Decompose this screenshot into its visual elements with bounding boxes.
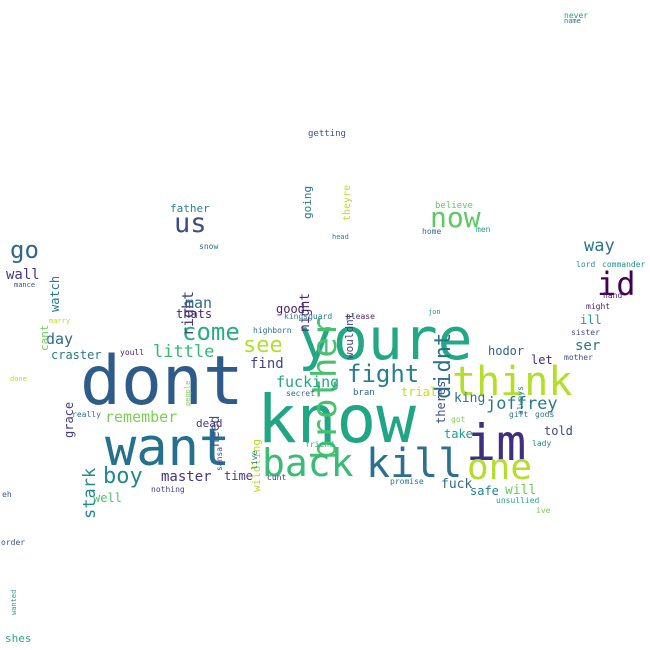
cloud-word-100: wanted [10, 589, 18, 615]
cloud-word-90: sister [571, 328, 600, 337]
cloud-word-64: head [332, 233, 349, 241]
cloud-word-86: lord [576, 260, 596, 269]
cloud-word-88: hand [603, 291, 623, 300]
cloud-word-2: youre [298, 305, 473, 373]
cloud-word-101: shes [5, 632, 32, 645]
cloud-word-78: nothing [151, 485, 185, 494]
cloud-word-52: thats [176, 307, 213, 321]
cloud-word-51: good [276, 302, 305, 316]
cloud-word-46: theres [434, 380, 448, 424]
cloud-word-9: one [467, 447, 533, 488]
cloud-word-15: fight [347, 360, 420, 388]
cloud-word-94: mance [14, 281, 36, 289]
cloud-word-33: watch [48, 275, 62, 312]
cloud-word-35: trial [401, 385, 438, 399]
cloud-word-70: youll [120, 348, 145, 357]
cloud-word-19: joffrey [486, 394, 558, 414]
cloud-word-65: kingsguard [284, 312, 333, 321]
cloud-word-10: id [597, 265, 636, 303]
cloud-word-28: day [46, 330, 74, 348]
cloud-word-27: man [185, 294, 213, 312]
cloud-word-13: now [430, 201, 481, 234]
cloud-word-30: fucking [276, 373, 340, 391]
cloud-word-77: promise [390, 477, 424, 486]
cloud-word-1: dont [80, 342, 244, 421]
cloud-word-42: take [444, 427, 473, 441]
cloud-word-23: way [584, 236, 615, 256]
cloud-word-60: believe [435, 201, 473, 211]
cloud-word-95: done [10, 375, 27, 383]
cloud-word-54: grace [62, 401, 76, 438]
cloud-word-79: got [451, 415, 466, 424]
cloud-word-5: think [452, 359, 573, 405]
cloud-word-45: will [505, 483, 537, 498]
cloud-word-76: friend [305, 440, 334, 449]
cloud-word-39: hodor [488, 344, 525, 358]
cloud-word-44: safe [470, 484, 499, 498]
cloud-word-40: let [531, 353, 553, 367]
cloud-word-41: told [544, 424, 573, 438]
cloud-word-55: well [93, 491, 122, 505]
cloud-word-66: please [346, 312, 375, 321]
cloud-word-59: theyre [342, 184, 353, 221]
cloud-word-75: cunt [267, 473, 287, 482]
cloud-word-49: time [224, 469, 253, 483]
cloud-word-93: marry [49, 317, 71, 325]
cloud-word-7: back [262, 441, 354, 485]
cloud-word-97: name [564, 17, 581, 25]
cloud-word-73: sansa [215, 446, 224, 471]
cloud-word-92: jon [428, 308, 441, 316]
cloud-word-81: gods [535, 410, 555, 419]
cloud-word-21: remember [105, 408, 178, 426]
cloud-word-34: find [250, 356, 284, 372]
cloud-word-56: cant [38, 324, 51, 352]
cloud-word-11: us [174, 208, 207, 239]
cloud-word-58: getting [308, 129, 346, 139]
cloud-word-62: men [476, 225, 491, 234]
cloud-word-32: wall [6, 267, 40, 283]
cloud-word-8: kill [366, 441, 463, 487]
cloud-word-29: master [161, 469, 212, 485]
cloud-word-87: commander [602, 260, 646, 269]
cloud-word-82: lady [532, 439, 552, 448]
cloud-word-17: see [243, 333, 283, 358]
cloud-word-84: unsullied [496, 496, 540, 505]
cloud-word-72: people [184, 380, 192, 406]
cloud-word-99: order [1, 538, 26, 547]
cloud-word-57: father [170, 202, 210, 215]
cloud-word-36: king [454, 391, 486, 406]
cloud-word-69: secret [286, 389, 315, 398]
cloud-word-3: want [105, 418, 231, 478]
cloud-word-38: ill [580, 313, 602, 327]
cloud-word-85: ive [536, 506, 551, 515]
cloud-word-98: eh [2, 490, 12, 499]
cloud-word-0: know [257, 381, 416, 458]
cloud-word-83: always [516, 386, 525, 415]
cloud-word-20: little [153, 342, 215, 362]
cloud-word-50: going [301, 185, 314, 219]
cloud-word-96: never [564, 11, 589, 20]
cloud-word-91: mother [564, 353, 593, 362]
cloud-word-71: really [72, 410, 101, 419]
cloud-word-47: dead [196, 417, 223, 430]
cloud-word-67: highborn [253, 326, 292, 335]
cloud-word-89: might [586, 302, 611, 311]
cloud-word-43: fuck [441, 477, 473, 492]
cloud-word-16: come [182, 318, 240, 346]
cloud-word-80: gift [509, 410, 529, 419]
cloud-word-4: im [466, 414, 527, 472]
cloud-word-68: bran [353, 388, 375, 398]
cloud-word-61: home [422, 227, 442, 236]
cloud-word-53: craster [51, 348, 102, 362]
cloud-word-18: boy [103, 464, 143, 489]
cloud-word-74: live [250, 450, 259, 470]
cloud-word-37: ser [575, 338, 601, 354]
cloud-word-63: snow [199, 242, 219, 251]
cloud-word-12: go [10, 236, 39, 264]
